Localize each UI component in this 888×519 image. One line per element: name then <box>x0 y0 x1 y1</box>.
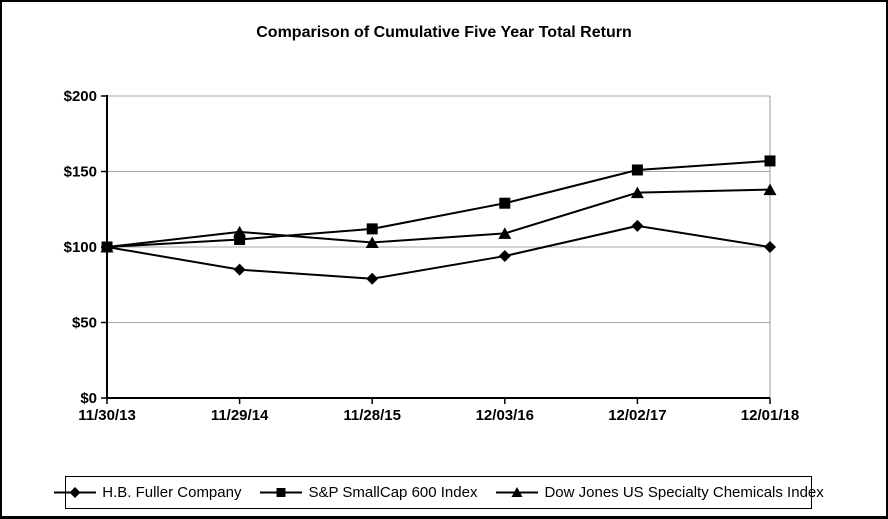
svg-text:11/29/14: 11/29/14 <box>211 407 269 424</box>
x-axis-labels: 11/30/13 11/29/14 11/28/15 12/03/16 12/02/17… <box>78 407 799 424</box>
line-chart-plot: $0 $50 $100 $150 $200 11/30/13 11/29/14 11/28/1… <box>64 88 800 424</box>
diamond-marker-icon <box>54 487 97 498</box>
axis-ticks <box>101 95 771 404</box>
y-axis-labels: $0 $50 $100 $150 $200 <box>64 88 97 407</box>
series-0 <box>101 219 776 285</box>
svg-text:12/03/16: 12/03/16 <box>476 407 534 424</box>
square-marker-icon <box>260 488 303 497</box>
legend-item-dj-specialty-chemicals: Dow Jones US Specialty Chemicals Index <box>495 484 824 501</box>
svg-text:$200: $200 <box>64 88 97 105</box>
triangle-marker-icon <box>496 487 539 497</box>
legend-item-sp-smallcap-600: S&P SmallCap 600 Index <box>259 484 477 501</box>
svg-text:11/30/13: 11/30/13 <box>78 407 136 424</box>
svg-text:12/02/17: 12/02/17 <box>608 407 666 424</box>
svg-text:$50: $50 <box>72 315 97 332</box>
svg-text:$150: $150 <box>64 164 97 181</box>
legend: H.B. Fuller Company S&P SmallCap 600 Ind… <box>54 476 824 509</box>
legend-label: Dow Jones US Specialty Chemicals Index <box>544 484 824 501</box>
chart-title: Comparison of Cumulative Five Year Total… <box>256 24 632 41</box>
legend-label: S&P SmallCap 600 Index <box>308 484 478 501</box>
svg-text:$0: $0 <box>80 390 97 407</box>
svg-text:11/28/15: 11/28/15 <box>343 407 401 424</box>
gridlines <box>107 95 771 398</box>
series-2 <box>100 183 777 253</box>
svg-text:12/01/18: 12/01/18 <box>741 407 799 424</box>
svg-text:$100: $100 <box>64 239 97 256</box>
legend-label: H.B. Fuller Company <box>102 484 242 501</box>
legend-item-hb-fuller: H.B. Fuller Company <box>53 484 241 501</box>
